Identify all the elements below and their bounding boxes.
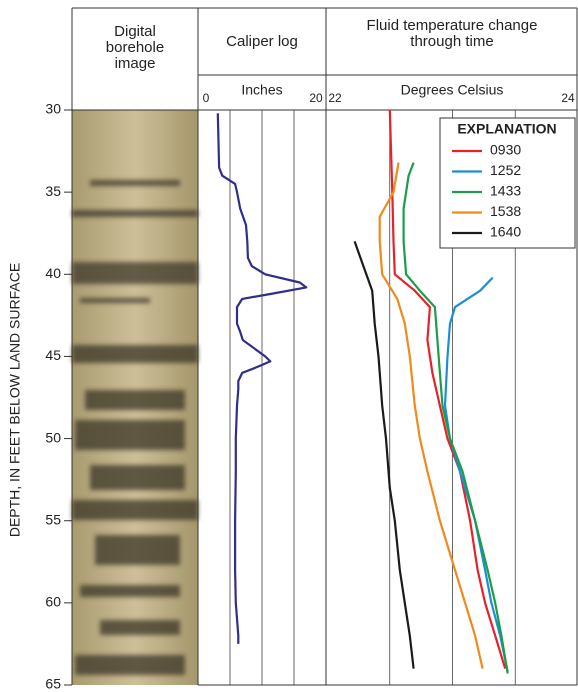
legend-box	[439, 117, 576, 249]
y-tick-label: 65	[45, 676, 61, 692]
y-tick-label: 50	[45, 429, 61, 445]
y-tick-label: 35	[45, 183, 61, 199]
data-line	[443, 276, 509, 673]
legend-label: 1252	[490, 162, 521, 178]
legend-title: EXPLANATION	[457, 121, 556, 137]
y-tick-label: 55	[45, 511, 61, 527]
track-title: Caliper log	[226, 33, 298, 50]
legend-label: 0930	[490, 142, 521, 158]
legend-label: 1538	[490, 203, 521, 219]
x-tick-label: 22	[328, 91, 342, 105]
frame	[71, 7, 578, 686]
data-line	[216, 113, 308, 644]
y-tick-label: 45	[45, 347, 61, 363]
x-axis-title: Inches	[241, 82, 282, 98]
borehole-image	[72, 110, 198, 685]
x-tick-label: 0	[203, 91, 210, 105]
y-axis-title: DEPTH, IN FEET BELOW LAND SURFACE	[7, 263, 23, 537]
legend-label: 1640	[490, 224, 521, 240]
data-line	[402, 162, 509, 674]
x-tick-label: 24	[561, 91, 575, 105]
y-tick-label: 60	[45, 594, 61, 610]
x-tick-label: 20	[309, 91, 323, 105]
data-line	[378, 162, 484, 669]
track-title: Digital borehole image	[105, 23, 165, 72]
track-title: Fluid temperature change through time	[366, 17, 538, 50]
y-tick-label: 30	[45, 101, 61, 117]
y-tick-label: 40	[45, 265, 61, 281]
data-line	[388, 109, 507, 669]
x-axis-title: Degrees Celsius	[401, 82, 504, 98]
data-line	[353, 241, 415, 669]
legend-label: 1433	[490, 183, 521, 199]
